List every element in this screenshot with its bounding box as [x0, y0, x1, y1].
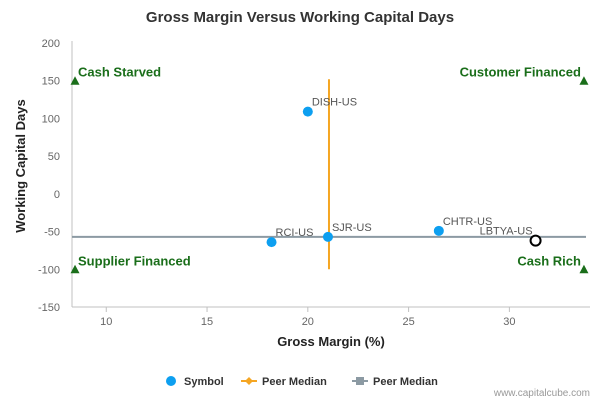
- y-tick-label: 0: [54, 189, 60, 201]
- data-point-label: CHTR-US: [443, 216, 493, 228]
- quadrant-label: Cash Rich: [517, 253, 581, 268]
- legend-gray-square-icon: [356, 377, 364, 385]
- x-tick-label: 30: [503, 316, 515, 328]
- y-tick-label: 200: [42, 38, 60, 50]
- quadrant-marker-icon: [70, 264, 80, 274]
- legend-item-label: Symbol: [184, 376, 224, 388]
- data-point-label: SJR-US: [332, 222, 372, 234]
- chart-title: Gross Margin Versus Working Capital Days: [146, 9, 454, 26]
- x-tick-label: 25: [402, 316, 414, 328]
- legend: Symbol Peer Median Peer Median: [166, 376, 438, 388]
- y-tick-label: 150: [42, 76, 60, 88]
- data-point-label: RCI-US: [276, 227, 314, 239]
- data-point: [302, 106, 313, 117]
- y-tick-label: -100: [38, 264, 60, 276]
- y-tick-label: -150: [38, 302, 60, 314]
- legend-orange-diamond-icon: [245, 377, 253, 385]
- legend-item-label: Peer Median: [262, 376, 327, 388]
- quadrant-marker-icon: [579, 264, 589, 274]
- x-axis-title: Gross Margin (%): [277, 334, 385, 349]
- credit-text: www.capitalcube.com: [493, 388, 590, 399]
- y-tick-label: -50: [44, 227, 60, 239]
- data-point: [266, 237, 277, 248]
- data-point-label: DISH-US: [312, 97, 357, 109]
- quadrant-marker-icon: [70, 76, 80, 85]
- quadrant-label: Customer Financed: [460, 65, 581, 80]
- y-tick-label: 50: [48, 151, 60, 163]
- legend-item-label: Peer Median: [373, 376, 438, 388]
- x-tick-label: 15: [201, 316, 213, 328]
- y-tick-label: 100: [42, 113, 60, 125]
- legend-symbol-icon: [166, 376, 176, 386]
- data-point: [433, 225, 444, 236]
- x-tick-label: 20: [302, 316, 314, 328]
- data-point: [322, 231, 333, 242]
- data-point-label: LBTYA-US: [480, 226, 533, 238]
- quadrant-label: Cash Starved: [78, 65, 161, 80]
- plot-area: 200 150 100 50 0 -50 -100 -150 10 15 20 25 30 Cash St…: [38, 38, 590, 328]
- quadrant-label: Supplier Financed: [78, 253, 191, 268]
- quadrant-marker-icon: [579, 76, 589, 85]
- y-axis-title: Working Capital Days: [13, 99, 28, 232]
- x-tick-label: 10: [100, 316, 112, 328]
- data-point: [529, 234, 542, 247]
